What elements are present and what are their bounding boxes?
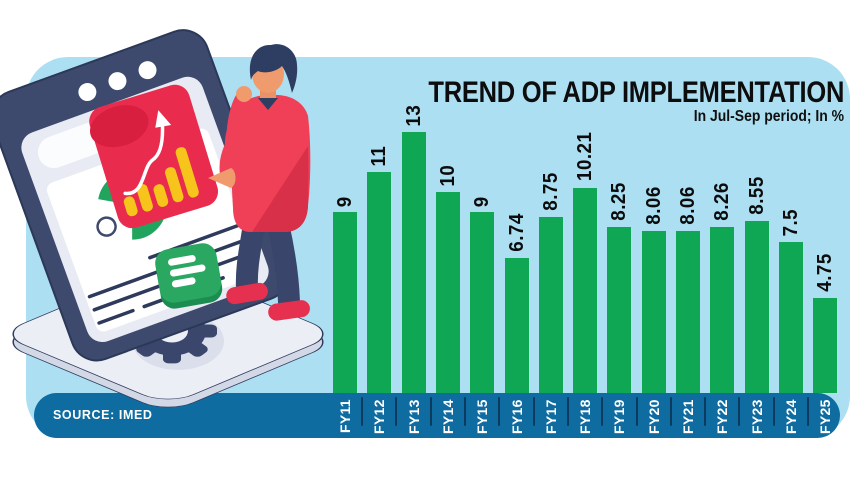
axis-divider — [361, 397, 364, 426]
bar: 4.75 — [813, 253, 838, 393]
bar: 9 — [470, 196, 495, 393]
mini-bars-icon — [123, 147, 199, 217]
growth-arrow-icon — [123, 110, 172, 196]
axis-divider — [429, 397, 432, 426]
chart-title: TREND OF ADP IMPLEMENTATION — [428, 76, 844, 109]
bar: 10 — [435, 165, 460, 393]
bar: 8.06 — [676, 186, 700, 393]
axis-divider — [669, 397, 672, 426]
window-dots-icon — [78, 61, 157, 102]
bar: 8.26 — [710, 182, 735, 393]
illustration-group — [0, 29, 324, 408]
person-figure — [208, 44, 311, 321]
bar: 7.5 — [778, 209, 803, 393]
axis-divider — [601, 397, 604, 426]
axis-divider — [772, 397, 775, 426]
bar: 8.06 — [641, 186, 666, 393]
list-icon — [155, 243, 223, 309]
bar: 6.74 — [504, 213, 529, 393]
axis-divider — [532, 397, 535, 426]
pointing-hand — [208, 168, 236, 188]
shoe — [226, 282, 268, 305]
axis-divider — [395, 397, 398, 426]
bar: 13 — [401, 104, 426, 393]
bar: 11 — [367, 146, 392, 393]
source-label: SOURCE: IMED — [53, 408, 153, 422]
axis-divider — [704, 397, 707, 426]
axis-divider — [807, 397, 809, 426]
bar: 8.25 — [607, 183, 632, 393]
axis-divider — [464, 397, 466, 426]
shoe — [268, 300, 310, 321]
bar: 10.21 — [573, 132, 598, 393]
axis-divider — [738, 397, 741, 426]
bar: 8.55 — [744, 177, 769, 393]
bar: 8.75 — [538, 173, 563, 393]
axis-divider — [498, 397, 501, 426]
bar: 9 — [333, 196, 357, 393]
axis-divider — [635, 397, 638, 426]
chart-subtitle: In Jul-Sep period; In % — [693, 108, 844, 125]
axis-divider — [566, 397, 569, 426]
growth-chart-card — [89, 84, 219, 229]
